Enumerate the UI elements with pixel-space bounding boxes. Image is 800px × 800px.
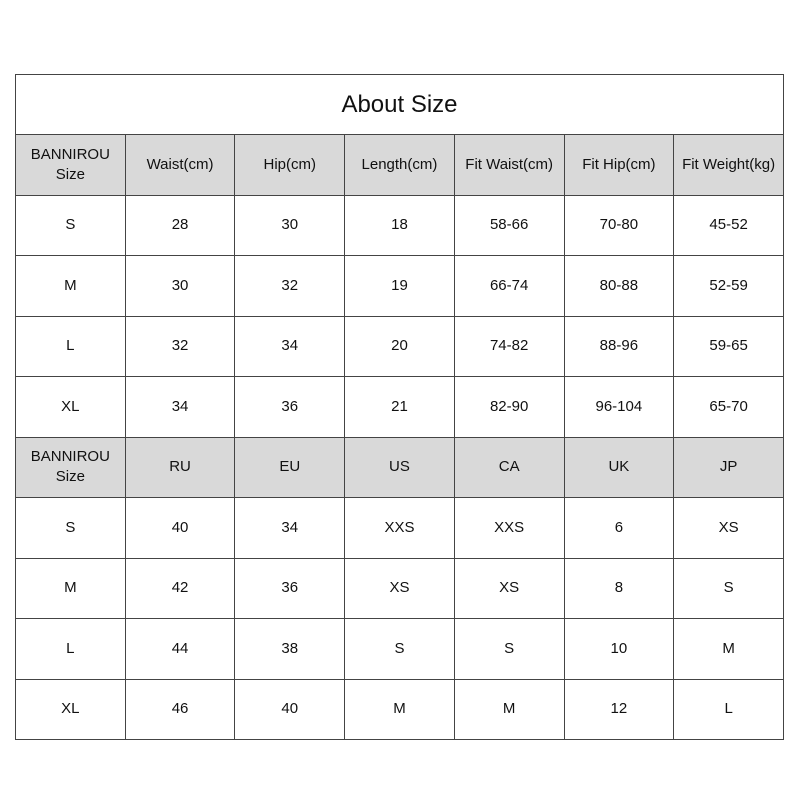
table-row: L 32 34 20 74-82 88-96 59-65 [15,315,784,377]
column-header: Fit Hip(cm) [563,134,675,196]
table-cell: 58-66 [453,194,565,256]
size-table: About Size BANNIROU Size Waist(cm) Hip(cm)… [15,74,784,740]
size-cell: S [15,497,126,559]
table-cell: 30 [124,255,236,317]
column-header: EU [234,436,346,498]
column-header: UK [563,436,675,498]
table-cell: 34 [234,315,346,377]
column-header: Length(cm) [344,134,455,196]
table-cell: 21 [344,376,455,438]
table-cell: 19 [344,255,455,317]
table-cell: 82-90 [453,376,565,438]
table-cell: 45-52 [673,194,784,256]
table-cell: 6 [563,497,675,559]
table-cell: 88-96 [563,315,675,377]
table-cell: 42 [124,557,236,619]
table-cell: 20 [344,315,455,377]
table-cell: 46 [124,678,236,740]
column-header: Hip(cm) [234,134,346,196]
table-cell: L [673,678,784,740]
table-cell: M [344,678,455,740]
table-row: S 28 30 18 58-66 70-80 45-52 [15,194,784,256]
table-cell: 30 [234,194,346,256]
table-row: M 30 32 19 66-74 80-88 52-59 [15,255,784,317]
table-cell: 66-74 [453,255,565,317]
table-cell: 28 [124,194,236,256]
table-cell: 36 [234,376,346,438]
table-cell: M [453,678,565,740]
table-row: L 44 38 S S 10 M [15,618,784,680]
header-row: BANNIROU Size Waist(cm) Hip(cm) Length(cm) F… [15,134,784,196]
table-cell: 12 [563,678,675,740]
table-cell: S [453,618,565,680]
column-header: Waist(cm) [124,134,236,196]
table-cell: XXS [453,497,565,559]
column-header: BANNIROU Size [15,436,126,498]
size-cell: XL [15,376,126,438]
table-cell: 40 [124,497,236,559]
size-cell: L [15,315,126,377]
table-cell: M [673,618,784,680]
column-header: Fit Weight(kg) [673,134,784,196]
column-header: RU [124,436,236,498]
table-cell: 32 [234,255,346,317]
size-cell: M [15,255,126,317]
table-row: XL 46 40 M M 12 L [15,678,784,740]
size-cell: XL [15,678,126,740]
column-header: CA [453,436,565,498]
table-row: M 42 36 XS XS 8 S [15,557,784,619]
column-header: Fit Waist(cm) [453,134,565,196]
title-row: About Size [15,74,784,135]
table-cell: 38 [234,618,346,680]
size-cell: L [15,618,126,680]
size-chart: About Size BANNIROU Size Waist(cm) Hip(cm)… [15,74,784,740]
column-header: BANNIROU Size [15,134,126,196]
column-header: JP [673,436,784,498]
table-cell: 70-80 [563,194,675,256]
table-cell: XS [453,557,565,619]
table-cell: XS [344,557,455,619]
table-cell: 34 [234,497,346,559]
chart-title: About Size [15,74,784,135]
table-cell: 10 [563,618,675,680]
size-cell: S [15,194,126,256]
column-header: US [344,436,455,498]
table-cell: 32 [124,315,236,377]
table-cell: 52-59 [673,255,784,317]
table-cell: 36 [234,557,346,619]
table-cell: 34 [124,376,236,438]
table-cell: 40 [234,678,346,740]
table-cell: XXS [344,497,455,559]
table-cell: XS [673,497,784,559]
table-cell: 80-88 [563,255,675,317]
table-cell: 65-70 [673,376,784,438]
table-cell: 74-82 [453,315,565,377]
table-cell: 44 [124,618,236,680]
header-row: BANNIROU Size RU EU US CA UK JP [15,436,784,498]
table-row: S 40 34 XXS XXS 6 XS [15,497,784,559]
table-row: XL 34 36 21 82-90 96-104 65-70 [15,376,784,438]
table-cell: 96-104 [563,376,675,438]
table-cell: 59-65 [673,315,784,377]
table-cell: 8 [563,557,675,619]
table-cell: S [673,557,784,619]
table-cell: 18 [344,194,455,256]
size-cell: M [15,557,126,619]
table-cell: S [344,618,455,680]
